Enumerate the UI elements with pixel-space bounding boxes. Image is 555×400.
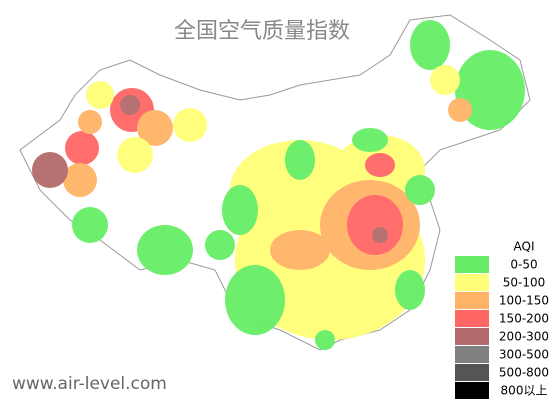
legend-label: 200-300 xyxy=(499,330,549,344)
aqi-areas xyxy=(32,20,525,350)
legend-swatch xyxy=(455,274,489,291)
legend-label: 150-200 xyxy=(499,312,549,326)
legend-title: AQI xyxy=(514,240,535,254)
legend-swatch xyxy=(455,346,489,363)
legend-swatch xyxy=(455,328,489,345)
legend-label: 50-100 xyxy=(503,276,546,290)
legend-swatch xyxy=(455,292,489,309)
legend-label: 0-50 xyxy=(510,258,537,272)
legend-label: 800以上 xyxy=(501,384,548,398)
legend-label: 100-150 xyxy=(499,294,549,308)
legend-swatch xyxy=(455,310,489,327)
legend-swatch xyxy=(455,382,489,399)
legend-swatch xyxy=(455,256,489,273)
legend-swatch xyxy=(455,364,489,381)
legend-label: 300-500 xyxy=(499,348,549,362)
watermark: www.air-level.com xyxy=(12,374,167,394)
map-title: 全国空气质量指数 xyxy=(174,19,350,44)
legend: AQI 0-50 50-100 100-150 150-200 200-300 300-5… xyxy=(452,238,555,400)
legend-label: 500-800 xyxy=(499,366,549,380)
